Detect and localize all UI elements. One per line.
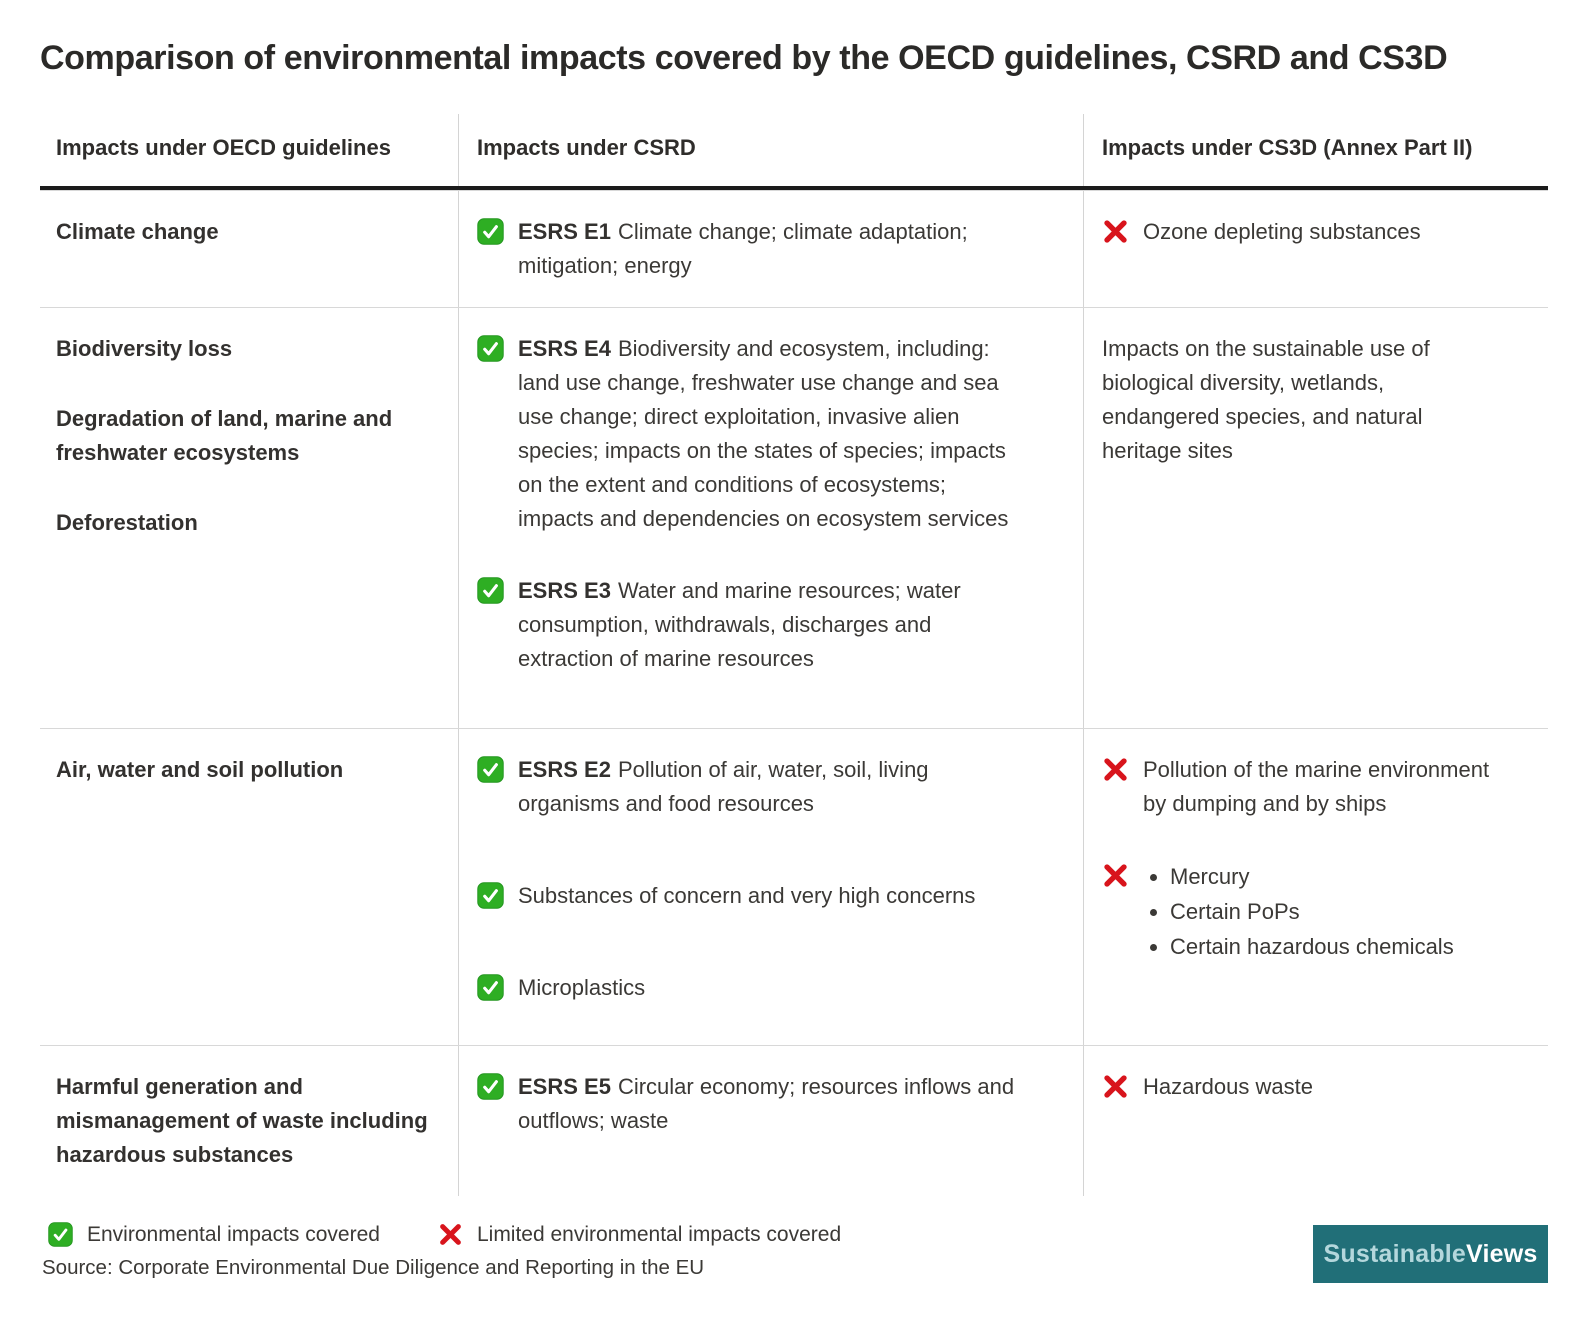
column-header-oecd: Impacts under OECD guidelines — [56, 135, 391, 160]
cs3d-item-text: Hazardous waste — [1143, 1074, 1313, 1099]
covered-check-icon — [477, 1073, 504, 1100]
cs3d-item-text: Impacts on the sustainable use of biolog… — [1102, 336, 1430, 463]
footer: Environmental impacts covered Limited en… — [40, 1222, 1548, 1280]
csrd-item: ESRS E1 Climate change; climate adaptatio… — [477, 215, 1017, 283]
cs3d-item: Hazardous waste — [1102, 1070, 1497, 1104]
logo-text-sustainable: Sustainable — [1323, 1239, 1467, 1268]
comparison-table: Impacts under OECD guidelines Impacts un… — [40, 114, 1548, 1196]
oecd-impact-label: Degradation of land, marine and freshwat… — [56, 406, 393, 465]
limited-cross-icon — [1102, 218, 1129, 245]
covered-check-icon — [477, 335, 504, 362]
limited-cross-icon — [1102, 862, 1129, 889]
column-header-csrd: Impacts under CSRD — [458, 114, 1083, 186]
covered-check-icon — [477, 974, 504, 1001]
oecd-impact-label: Deforestation — [56, 510, 198, 535]
cs3d-item: Pollution of the marine environment by d… — [1102, 753, 1497, 821]
csrd-item-text: ESRS E4 Biodiversity and ecosystem, inclu… — [518, 336, 1009, 531]
covered-check-icon — [477, 577, 504, 604]
cs3d-item: Mercury Certain PoPs Certain hazardous c… — [1102, 859, 1497, 964]
legend: Environmental impacts covered Limited en… — [40, 1222, 1548, 1247]
legend-covered: Environmental impacts covered — [48, 1222, 380, 1247]
limited-cross-icon — [1102, 1073, 1129, 1100]
covered-check-icon — [477, 882, 504, 909]
covered-check-icon — [477, 218, 504, 245]
legend-covered-label: Environmental impacts covered — [87, 1222, 380, 1246]
csrd-item-text: ESRS E5 Circular economy; resources inflo… — [518, 1074, 1015, 1133]
cs3d-item-text: Pollution of the marine environment by d… — [1143, 757, 1490, 816]
cs3d-item-text: Ozone depleting substances — [1143, 219, 1421, 244]
cs3d-bullet-list: Mercury Certain PoPs Certain hazardous c… — [1143, 859, 1454, 964]
csrd-item-text: Substances of concern and very high conc… — [518, 883, 976, 908]
cs3d-item: Ozone depleting substances — [1102, 215, 1497, 249]
bullet-item: Mercury — [1170, 859, 1454, 894]
legend-limited: Limited environmental impacts covered — [438, 1222, 841, 1247]
oecd-impact-label: Biodiversity loss — [56, 336, 233, 361]
covered-check-icon — [48, 1222, 73, 1247]
source-note: Source: Corporate Environmental Due Dili… — [42, 1256, 705, 1279]
table-row: Climate change ESRS E1 Climate change; cl… — [40, 190, 1548, 307]
csrd-item: Microplastics — [477, 971, 1017, 1005]
oecd-impact-label: Harmful generation and mismanagement of … — [56, 1074, 428, 1167]
bullet-item: Certain hazardous chemicals — [1170, 929, 1454, 964]
cs3d-item: Impacts on the sustainable use of biolog… — [1102, 332, 1497, 468]
infographic-page: Comparison of environmental impacts cove… — [0, 0, 1588, 1280]
csrd-item: ESRS E3 Water and marine resources; water… — [477, 574, 1017, 676]
oecd-impact-label: Air, water and soil pollution — [56, 757, 344, 782]
csrd-item: ESRS E5 Circular economy; resources inflo… — [477, 1070, 1017, 1138]
table-row: Air, water and soil pollution ESRS E2 Pol… — [40, 728, 1548, 1045]
csrd-item: ESRS E2 Pollution of air, water, soil, li… — [477, 753, 1017, 821]
csrd-item-text: Microplastics — [518, 975, 646, 1000]
csrd-item-text: ESRS E2 Pollution of air, water, soil, li… — [518, 757, 929, 816]
csrd-item-text: ESRS E1 Climate change; climate adaptatio… — [518, 219, 968, 278]
csrd-item: ESRS E4 Biodiversity and ecosystem, inclu… — [477, 332, 1017, 536]
limited-cross-icon — [1102, 756, 1129, 783]
covered-check-icon — [477, 756, 504, 783]
page-title: Comparison of environmental impacts cove… — [40, 39, 1448, 77]
table-row: Biodiversity loss Degradation of land, m… — [40, 307, 1548, 728]
table-row: Harmful generation and mismanagement of … — [40, 1045, 1548, 1196]
limited-cross-icon — [438, 1222, 463, 1247]
csrd-item: Substances of concern and very high conc… — [477, 879, 1017, 913]
csrd-item-text: ESRS E3 Water and marine resources; water… — [518, 578, 961, 671]
table-header-row: Impacts under OECD guidelines Impacts un… — [40, 114, 1548, 190]
logo-text-views: Views — [1466, 1239, 1538, 1268]
legend-limited-label: Limited environmental impacts covered — [476, 1222, 842, 1246]
column-header-cs3d: Impacts under CS3D (Annex Part II) — [1083, 114, 1548, 186]
oecd-impact-label: Climate change — [56, 219, 219, 244]
sustainable-views-logo: Sustainable Views — [1313, 1225, 1548, 1283]
bullet-item: Certain PoPs — [1170, 894, 1454, 929]
